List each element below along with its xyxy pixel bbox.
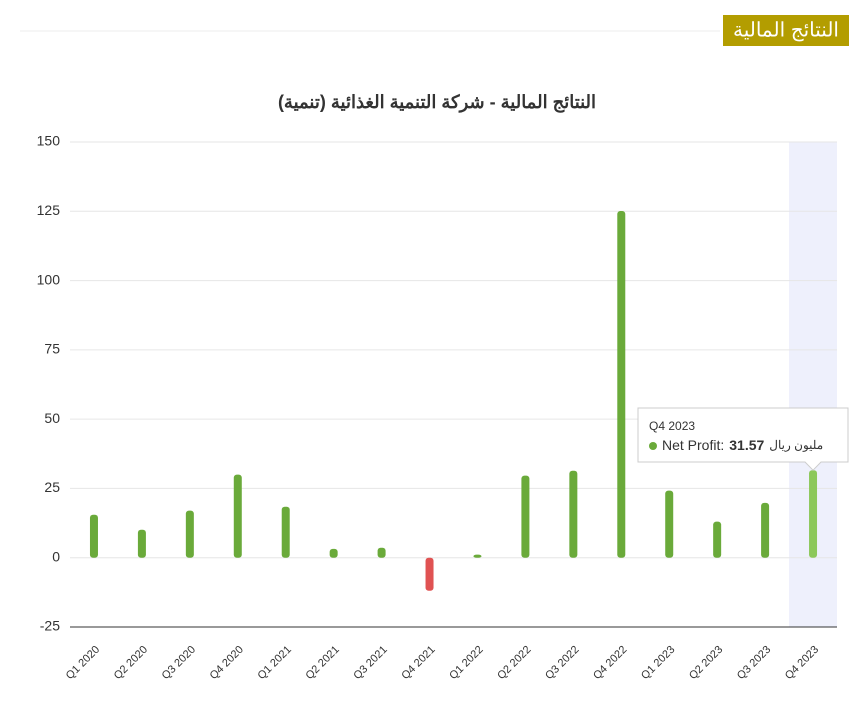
tooltip-box	[637, 407, 849, 471]
x-tick-label: Q2 2021	[304, 644, 342, 682]
tooltip-value: 31.57	[729, 437, 764, 453]
bar	[89, 514, 98, 558]
y-tick-label: -25	[40, 618, 60, 634]
header-box	[723, 15, 849, 46]
x-tick-label: Q1 2023	[639, 644, 677, 682]
tooltip-label: Net Profit:	[662, 437, 724, 453]
x-tick-label: Q3 2021	[351, 644, 389, 682]
x-tick-label: Q3 2022	[543, 644, 581, 682]
bar	[425, 557, 434, 591]
header-title: النتائج المالية	[733, 19, 839, 41]
x-tick-label: Q3 2020	[160, 644, 198, 682]
bar	[809, 470, 818, 558]
y-tick-label: 50	[44, 410, 60, 426]
bar	[377, 547, 386, 558]
bar	[473, 554, 482, 558]
x-tick-label: Q1 2020	[64, 644, 102, 682]
bar	[761, 502, 770, 558]
bar	[281, 506, 290, 558]
x-tick-label: Q2 2022	[495, 644, 533, 682]
tooltip-line: Net Profit: 31.57 مليون ريال	[662, 437, 823, 453]
y-tick-label: 0	[52, 548, 60, 564]
y-tick-label: 25	[44, 479, 60, 495]
x-tick-label: Q4 2022	[591, 644, 629, 682]
bar	[137, 529, 146, 558]
x-tick-label: Q3 2023	[735, 644, 773, 682]
bar	[665, 490, 674, 558]
bar	[713, 521, 722, 558]
bar	[233, 474, 242, 558]
x-tick-label: Q1 2021	[256, 644, 294, 682]
bar	[569, 470, 578, 558]
tooltip-title: Q4 2023	[649, 419, 695, 433]
y-tick-label: 150	[37, 133, 61, 149]
x-tick-label: Q2 2023	[687, 644, 725, 682]
bar	[617, 211, 626, 558]
tooltip-dot	[649, 442, 657, 450]
y-tick-label: 100	[37, 271, 61, 287]
chart-title: النتائج المالية - شركة التنمية الغذائية …	[278, 92, 596, 113]
y-tick-label: 75	[44, 341, 60, 357]
bar	[329, 548, 338, 558]
y-tick-label: 125	[37, 202, 61, 218]
x-tick-label: Q1 2022	[447, 644, 485, 682]
bar	[521, 475, 530, 558]
x-tick-label: Q2 2020	[112, 644, 150, 682]
tooltip: Q4 2023 Net Profit: 31.57 مليون ريال	[637, 407, 849, 471]
x-tick-label: Q4 2020	[208, 644, 246, 682]
tooltip-unit: مليون ريال	[769, 438, 823, 452]
x-tick-label: Q4 2023	[783, 644, 821, 682]
x-tick-label: Q4 2021	[399, 644, 437, 682]
bar	[185, 510, 194, 558]
